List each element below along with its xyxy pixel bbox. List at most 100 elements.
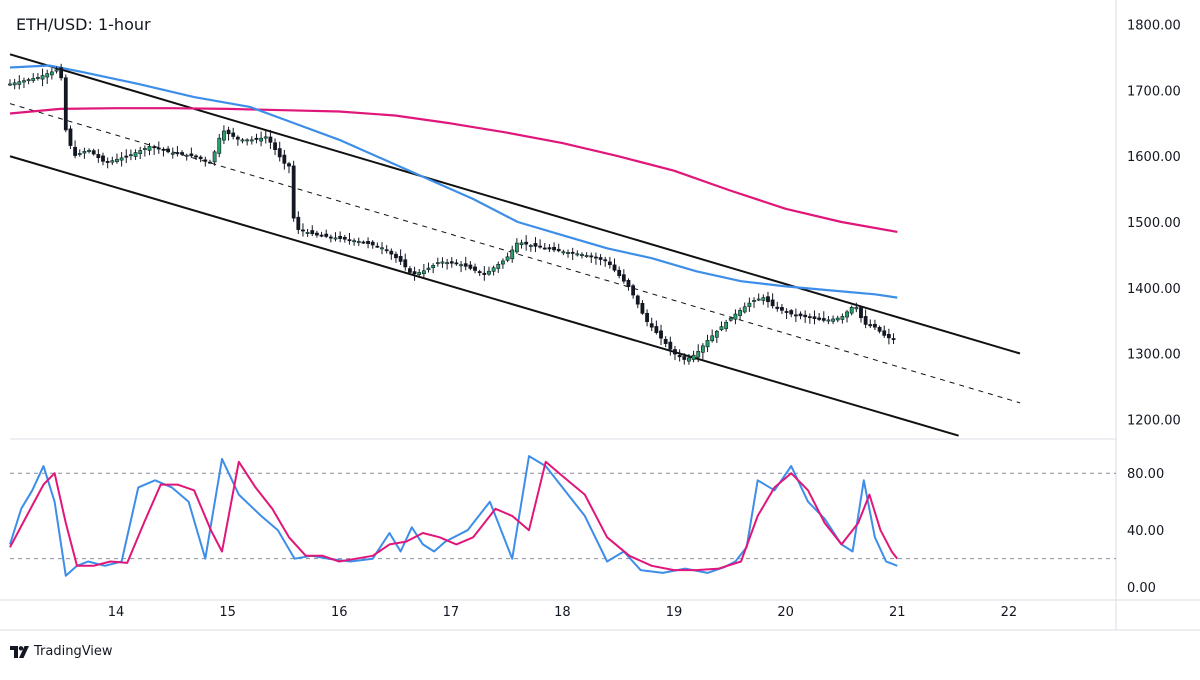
candle-body[interactable]: [473, 266, 477, 271]
candle-body[interactable]: [798, 313, 803, 317]
candle-body[interactable]: [459, 264, 463, 267]
candle-body[interactable]: [142, 148, 147, 150]
candle-body[interactable]: [101, 155, 105, 162]
candle-body[interactable]: [17, 81, 22, 85]
candle-body[interactable]: [115, 158, 119, 162]
candle-body[interactable]: [891, 338, 896, 340]
oscillator-k-line[interactable]: [9, 455, 898, 577]
candle-body[interactable]: [877, 326, 882, 332]
candle-body[interactable]: [259, 137, 264, 142]
candle-body[interactable]: [547, 247, 552, 250]
candle-body[interactable]: [640, 303, 645, 314]
candle-body[interactable]: [654, 326, 659, 333]
candle-body[interactable]: [719, 326, 724, 331]
candle-body[interactable]: [175, 152, 180, 155]
candle-body[interactable]: [124, 155, 129, 158]
moving-average-fast-line[interactable]: [9, 64, 898, 299]
candle-body[interactable]: [203, 159, 208, 162]
candle-body[interactable]: [868, 324, 873, 327]
candle-body[interactable]: [63, 77, 68, 131]
candle-body[interactable]: [421, 270, 426, 275]
candle-body[interactable]: [212, 151, 217, 163]
tradingview-logo[interactable]: TradingView: [10, 644, 113, 659]
candle-body[interactable]: [817, 317, 822, 320]
candle-body[interactable]: [333, 237, 338, 240]
candle-body[interactable]: [826, 319, 831, 322]
candle-body[interactable]: [821, 318, 826, 321]
candle-body[interactable]: [756, 298, 761, 301]
candle-body[interactable]: [394, 253, 398, 259]
candle-body[interactable]: [496, 264, 501, 269]
candle-body[interactable]: [491, 267, 496, 272]
candle-body[interactable]: [301, 229, 305, 232]
candle-body[interactable]: [189, 153, 194, 157]
candle-body[interactable]: [194, 155, 198, 158]
candle-body[interactable]: [226, 129, 231, 135]
candle-body[interactable]: [245, 139, 250, 142]
candle-body[interactable]: [626, 279, 631, 287]
candle-body[interactable]: [96, 154, 101, 159]
candle-body[interactable]: [198, 156, 203, 160]
candle-body[interactable]: [68, 128, 73, 146]
candle-body[interactable]: [8, 83, 12, 86]
candle-body[interactable]: [612, 264, 617, 271]
candle-body[interactable]: [463, 263, 468, 267]
candle-body[interactable]: [724, 321, 729, 329]
candle-body[interactable]: [580, 254, 584, 256]
candle-body[interactable]: [310, 230, 315, 235]
candle-body[interactable]: [631, 285, 636, 296]
candle-body[interactable]: [338, 235, 343, 239]
candle-body[interactable]: [170, 152, 175, 155]
candle-body[interactable]: [231, 132, 236, 137]
candle-body[interactable]: [775, 306, 780, 309]
candle-body[interactable]: [22, 80, 26, 83]
candle-body[interactable]: [761, 297, 766, 301]
candle-body[interactable]: [138, 150, 143, 154]
candle-body[interactable]: [482, 272, 487, 275]
candle-body[interactable]: [603, 259, 608, 262]
candle-body[interactable]: [77, 153, 82, 155]
candle-body[interactable]: [682, 356, 687, 360]
candle-body[interactable]: [426, 267, 431, 270]
candle-body[interactable]: [566, 252, 570, 254]
oscillator-d-line[interactable]: [9, 460, 899, 572]
candle-body[interactable]: [454, 262, 459, 265]
candle-body[interactable]: [161, 148, 166, 151]
candle-body[interactable]: [370, 241, 375, 246]
candle-body[interactable]: [449, 261, 454, 264]
candle-body[interactable]: [389, 250, 394, 255]
candle-body[interactable]: [561, 251, 566, 254]
candle-body[interactable]: [617, 269, 622, 277]
candle-body[interactable]: [673, 349, 677, 355]
candle-body[interactable]: [803, 314, 808, 318]
candle-body[interactable]: [268, 136, 273, 143]
candle-body[interactable]: [277, 148, 282, 158]
candle-body[interactable]: [40, 75, 45, 80]
candle-body[interactable]: [412, 271, 417, 275]
candle-body[interactable]: [607, 261, 612, 266]
candle-body[interactable]: [468, 264, 473, 269]
candle-body[interactable]: [552, 246, 556, 251]
candle-body[interactable]: [747, 302, 752, 307]
candle-body[interactable]: [445, 262, 450, 265]
candle-body[interactable]: [91, 150, 96, 155]
candle-body[interactable]: [873, 323, 877, 328]
candle-body[interactable]: [347, 239, 352, 242]
candle-body[interactable]: [119, 157, 124, 161]
candle-body[interactable]: [733, 313, 738, 320]
candle-body[interactable]: [147, 146, 152, 151]
candle-body[interactable]: [635, 295, 640, 305]
candle-body[interactable]: [328, 236, 333, 239]
candle-body[interactable]: [217, 137, 222, 154]
candle-body[interactable]: [510, 249, 515, 260]
candle-body[interactable]: [156, 147, 161, 150]
candle-body[interactable]: [659, 330, 663, 339]
candle-body[interactable]: [222, 130, 226, 141]
candle-body[interactable]: [687, 357, 691, 362]
candle-body[interactable]: [361, 241, 366, 244]
candle-body[interactable]: [110, 160, 115, 163]
candle-body[interactable]: [291, 165, 296, 219]
candle-body[interactable]: [408, 268, 412, 273]
candle-body[interactable]: [570, 251, 575, 254]
channel-line[interactable]: [9, 53, 1021, 355]
